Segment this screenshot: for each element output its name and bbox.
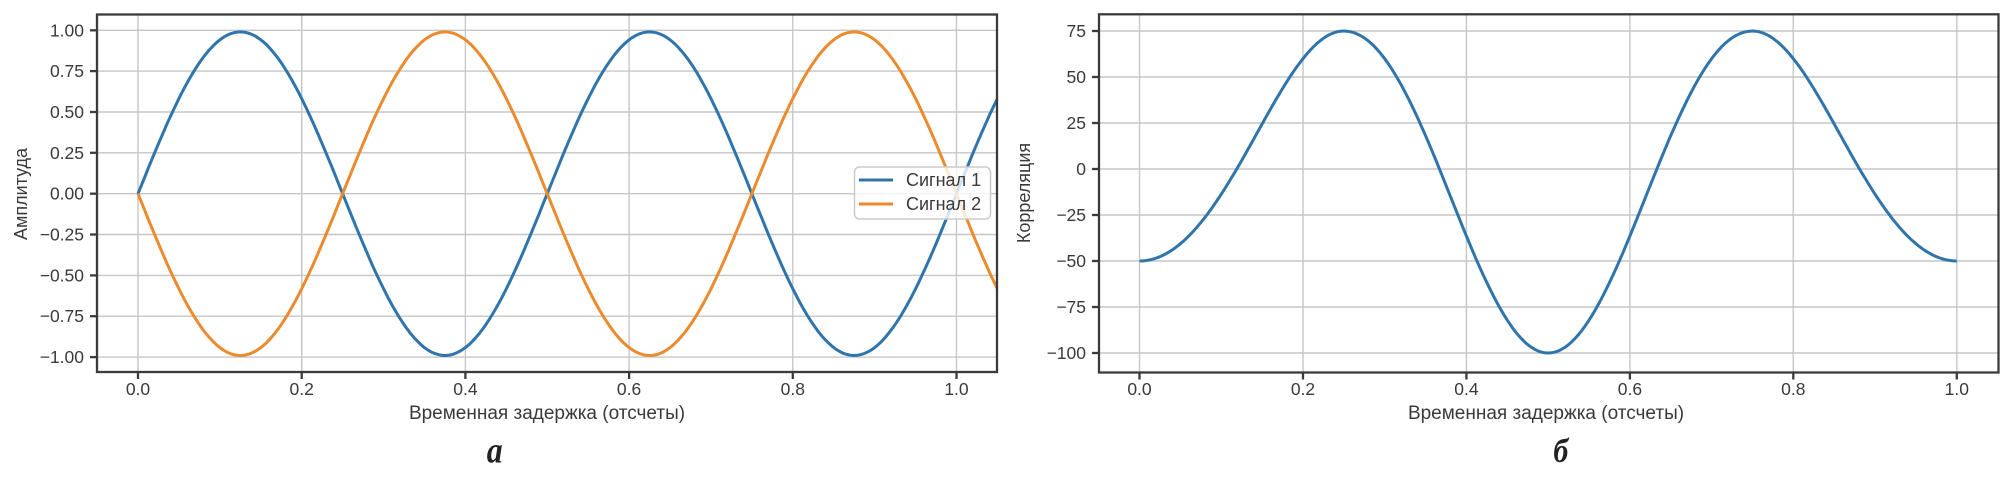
svg-text:0.0: 0.0 <box>126 379 151 399</box>
svg-text:б: б <box>1553 431 1570 469</box>
svg-text:1.0: 1.0 <box>1945 379 1970 399</box>
svg-text:0.25: 0.25 <box>50 143 84 163</box>
svg-text:0.2: 0.2 <box>290 379 314 399</box>
svg-text:50: 50 <box>1067 67 1087 87</box>
svg-text:1.00: 1.00 <box>50 20 84 40</box>
svg-text:Сигнал 2: Сигнал 2 <box>906 194 981 214</box>
svg-text:−100: −100 <box>1047 343 1087 363</box>
svg-text:0.4: 0.4 <box>453 379 478 399</box>
svg-text:0.6: 0.6 <box>617 379 641 399</box>
svg-text:−0.25: −0.25 <box>40 225 84 245</box>
svg-text:Временная задержка (отсчеты): Временная задержка (отсчеты) <box>409 403 685 424</box>
svg-text:0.2: 0.2 <box>1291 379 1315 399</box>
svg-text:Сигнал 1: Сигнал 1 <box>906 170 981 190</box>
svg-text:0.50: 0.50 <box>50 102 84 122</box>
svg-text:25: 25 <box>1067 113 1086 133</box>
svg-text:0.4: 0.4 <box>1454 379 1479 399</box>
svg-text:Временная задержка (отсчеты): Временная задержка (отсчеты) <box>1408 403 1684 424</box>
svg-text:а: а <box>487 430 503 471</box>
svg-text:1.0: 1.0 <box>944 379 969 399</box>
svg-text:0.8: 0.8 <box>1781 379 1805 399</box>
svg-text:75: 75 <box>1067 21 1086 41</box>
svg-text:0: 0 <box>1076 159 1086 179</box>
svg-text:0.6: 0.6 <box>1618 379 1642 399</box>
svg-text:−50: −50 <box>1056 251 1086 271</box>
svg-text:−75: −75 <box>1056 297 1086 317</box>
svg-text:−0.50: −0.50 <box>40 265 85 285</box>
svg-text:Корреляция: Корреляция <box>1014 143 1034 243</box>
svg-text:Амплитуда: Амплитуда <box>11 147 31 240</box>
svg-text:−0.75: −0.75 <box>40 306 84 326</box>
svg-text:0.75: 0.75 <box>50 61 84 81</box>
svg-text:0.0: 0.0 <box>1127 379 1152 399</box>
svg-text:0.00: 0.00 <box>50 184 84 204</box>
svg-text:0.8: 0.8 <box>781 379 805 399</box>
svg-text:−25: −25 <box>1056 205 1086 225</box>
svg-text:−1.00: −1.00 <box>40 347 85 367</box>
